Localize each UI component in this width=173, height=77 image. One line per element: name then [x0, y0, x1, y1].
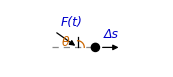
- Text: Δs: Δs: [103, 28, 119, 41]
- Circle shape: [91, 43, 99, 52]
- Text: F(t): F(t): [61, 16, 83, 29]
- Text: θ: θ: [62, 36, 70, 49]
